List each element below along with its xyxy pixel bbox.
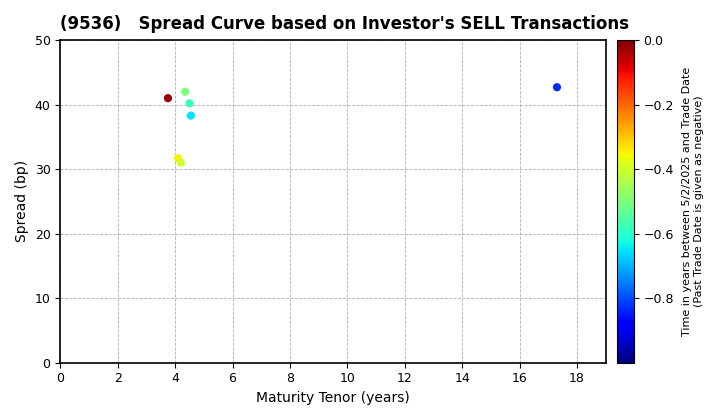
- Point: [162, 95, 174, 102]
- Point: [184, 100, 195, 107]
- Text: (9536)   Spread Curve based on Investor's SELL Transactions: (9536) Spread Curve based on Investor's …: [60, 15, 629, 33]
- Point: [179, 88, 191, 95]
- X-axis label: Maturity Tenor (years): Maturity Tenor (years): [256, 391, 410, 405]
- Point: [175, 159, 186, 166]
- Point: [185, 112, 197, 119]
- Point: [552, 84, 563, 91]
- Y-axis label: Spread (bp): Spread (bp): [15, 160, 29, 242]
- Y-axis label: Time in years between 5/2/2025 and Trade Date
(Past Trade Date is given as negat: Time in years between 5/2/2025 and Trade…: [682, 67, 703, 336]
- Point: [172, 155, 184, 162]
